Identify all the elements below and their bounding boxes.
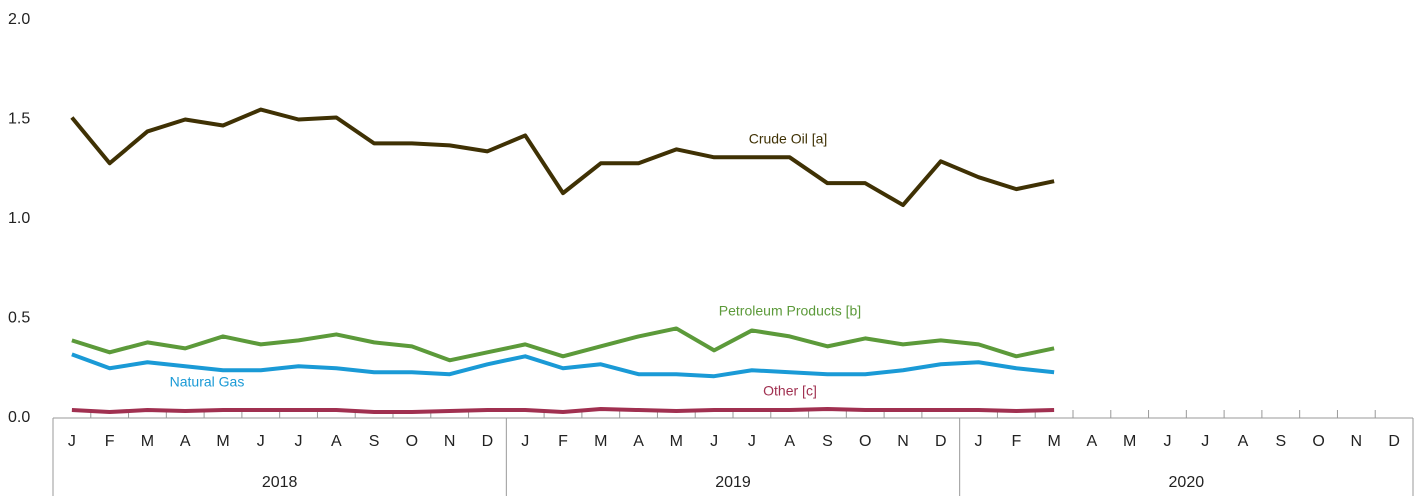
x-tick-label: O xyxy=(406,433,418,450)
x-tick-label: D xyxy=(935,433,947,450)
x-tick-label: J xyxy=(68,433,76,450)
y-tick-label: 1.0 xyxy=(8,210,30,227)
x-tick-label: S xyxy=(822,433,833,450)
y-tick-label: 0.0 xyxy=(8,409,30,426)
x-tick-label: M xyxy=(670,433,683,450)
series-line xyxy=(71,407,1055,415)
x-tick-label: F xyxy=(558,433,568,450)
x-tick-label: A xyxy=(1087,433,1098,450)
x-tick-label: J xyxy=(1201,433,1209,450)
x-tick-label: J xyxy=(1163,433,1171,450)
y-tick-label: 2.0 xyxy=(8,11,30,28)
x-tick-label: M xyxy=(594,433,607,450)
x-tick-label: F xyxy=(105,433,115,450)
x-tick-label: N xyxy=(897,433,909,450)
x-tick-label: A xyxy=(180,433,191,450)
x-tick-label: J xyxy=(521,433,529,450)
x-tick-label: J xyxy=(295,433,303,450)
x-tick-label: A xyxy=(784,433,795,450)
year-label: 2020 xyxy=(1169,474,1205,491)
series-label: Petroleum Products [b] xyxy=(719,303,861,319)
x-tick-label: D xyxy=(482,433,494,450)
series-line xyxy=(70,107,1055,208)
x-tick-label: F xyxy=(1011,433,1021,450)
x-tick-label: J xyxy=(257,433,265,450)
x-tick-label: D xyxy=(1388,433,1400,450)
series-label: Crude Oil [a] xyxy=(749,131,828,147)
x-tick-label: M xyxy=(1123,433,1136,450)
x-tick-label: O xyxy=(1312,433,1324,450)
x-tick-label: A xyxy=(1238,433,1249,450)
series-line xyxy=(71,326,1055,363)
year-label: 2019 xyxy=(715,474,751,491)
series-label: Other [c] xyxy=(763,383,817,399)
x-tick-label: N xyxy=(444,433,456,450)
y-tick-label: 0.5 xyxy=(8,310,30,327)
x-tick-label: A xyxy=(331,433,342,450)
x-tick-label: M xyxy=(1047,433,1060,450)
x-tick-label: N xyxy=(1351,433,1363,450)
x-tick-label: A xyxy=(633,433,644,450)
year-label: 2018 xyxy=(262,474,298,491)
x-tick-label: J xyxy=(748,433,756,450)
x-tick-label: O xyxy=(859,433,871,450)
x-tick-label: J xyxy=(975,433,983,450)
x-tick-label: S xyxy=(369,433,380,450)
x-tick-label: M xyxy=(141,433,154,450)
x-tick-label: S xyxy=(1275,433,1286,450)
y-tick-label: 1.5 xyxy=(8,111,30,128)
x-tick-label: M xyxy=(216,433,229,450)
series-label: Natural Gas xyxy=(170,374,245,390)
x-tick-label: J xyxy=(710,433,718,450)
series-line xyxy=(71,352,1055,379)
